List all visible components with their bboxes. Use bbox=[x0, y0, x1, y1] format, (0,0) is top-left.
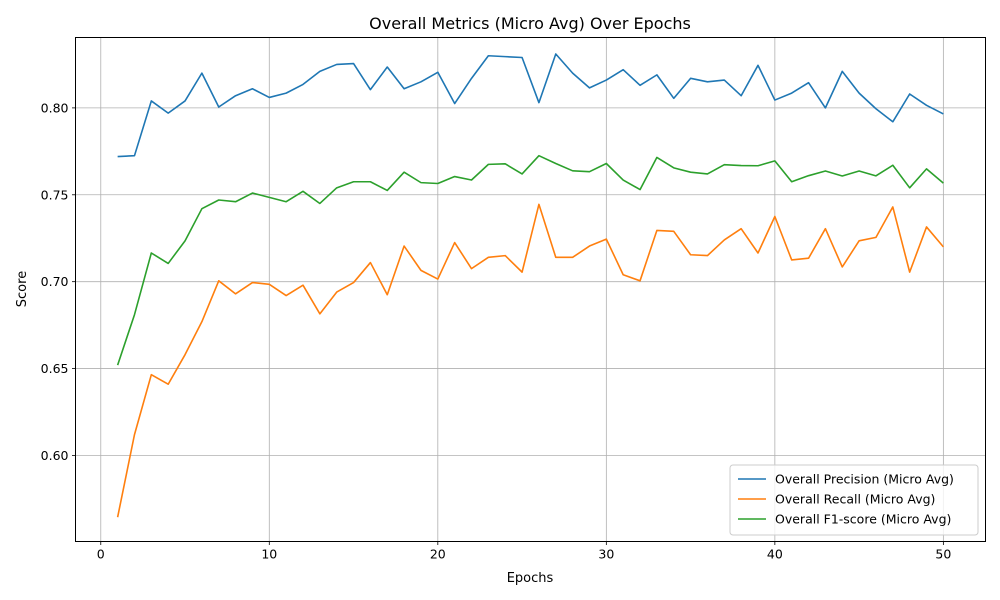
legend-box bbox=[729, 464, 979, 536]
x-axis-label: Epochs bbox=[507, 571, 554, 586]
x-tick-label: 20 bbox=[430, 547, 446, 562]
x-tick-label: 10 bbox=[261, 547, 277, 562]
y-tick-label: 0.60 bbox=[41, 448, 69, 463]
x-tick-label: 0 bbox=[97, 547, 105, 562]
legend-label: Overall F1-score (Micro Avg) bbox=[775, 512, 951, 527]
axis-ticks: 0 10 20 30 40 50 0.60 0.65 0.70 0.75 0.80 bbox=[41, 100, 952, 561]
y-tick-label: 0.80 bbox=[41, 100, 69, 115]
chart-title: Overall Metrics (Micro Avg) Over Epochs bbox=[369, 14, 691, 33]
legend: Overall Precision (Micro Avg) Overall Rec… bbox=[729, 464, 979, 536]
x-tick-label: 50 bbox=[935, 547, 951, 562]
series-line-1 bbox=[117, 53, 944, 158]
grid-lines bbox=[75, 37, 986, 542]
plot-frame bbox=[75, 37, 986, 542]
series-line-2 bbox=[116, 203, 944, 518]
y-axis-label: Score bbox=[15, 271, 30, 307]
x-tick-label: 30 bbox=[598, 547, 614, 562]
legend-label: Overall Precision (Micro Avg) bbox=[775, 472, 954, 487]
series-lines bbox=[116, 53, 944, 518]
y-tick-label: 0.65 bbox=[41, 361, 69, 376]
x-tick-label: 40 bbox=[767, 547, 783, 562]
legend-label: Overall Recall (Micro Avg) bbox=[775, 492, 935, 507]
y-tick-label: 0.75 bbox=[41, 187, 69, 202]
y-tick-label: 0.70 bbox=[41, 274, 69, 289]
series-line-3 bbox=[116, 154, 944, 366]
